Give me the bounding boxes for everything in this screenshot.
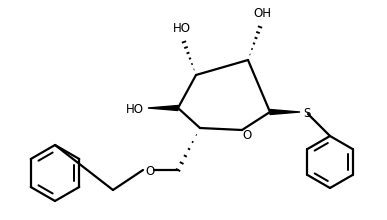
Polygon shape: [270, 110, 300, 114]
Text: HO: HO: [173, 22, 191, 35]
Text: OH: OH: [253, 7, 271, 20]
Text: O: O: [146, 165, 155, 178]
Text: O: O: [242, 128, 252, 141]
Polygon shape: [148, 106, 178, 110]
Text: HO: HO: [126, 103, 144, 116]
Text: S: S: [303, 106, 310, 119]
